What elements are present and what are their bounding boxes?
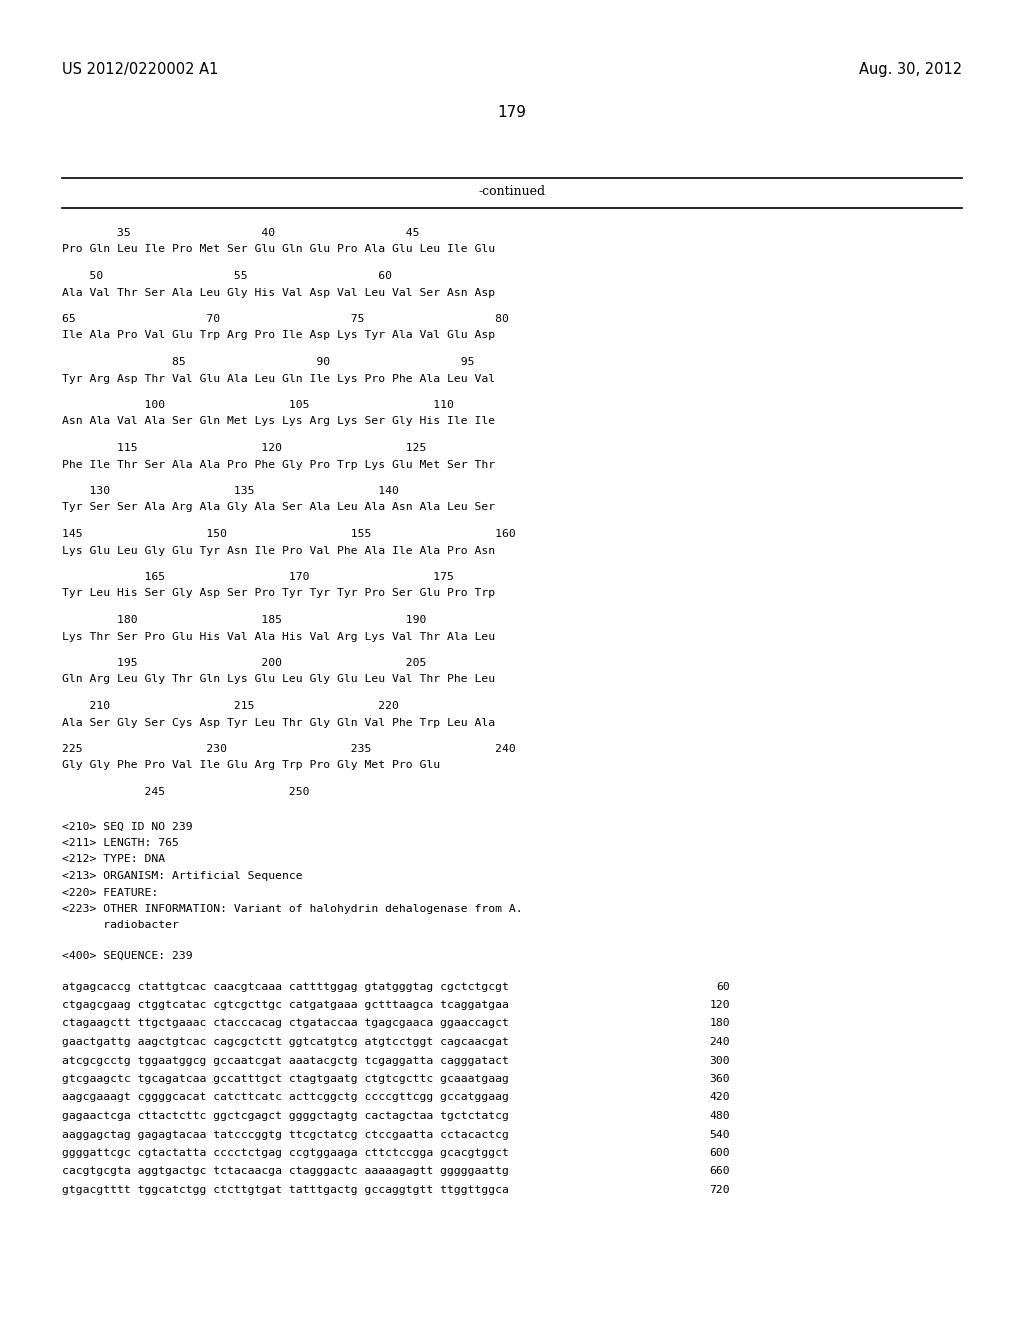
- Text: 420: 420: [710, 1093, 730, 1102]
- Text: 300: 300: [710, 1056, 730, 1065]
- Text: Ala Val Thr Ser Ala Leu Gly His Val Asp Val Leu Val Ser Asn Asp: Ala Val Thr Ser Ala Leu Gly His Val Asp …: [62, 288, 496, 297]
- Text: Pro Gln Leu Ile Pro Met Ser Glu Gln Glu Pro Ala Glu Leu Ile Glu: Pro Gln Leu Ile Pro Met Ser Glu Gln Glu …: [62, 244, 496, 255]
- Text: 120: 120: [710, 1001, 730, 1010]
- Text: 145                  150                  155                  160: 145 150 155 160: [62, 529, 516, 539]
- Text: <210> SEQ ID NO 239: <210> SEQ ID NO 239: [62, 821, 193, 832]
- Text: 35                   40                   45: 35 40 45: [62, 228, 420, 238]
- Text: <211> LENGTH: 765: <211> LENGTH: 765: [62, 838, 179, 847]
- Text: 195                  200                  205: 195 200 205: [62, 657, 426, 668]
- Text: <223> OTHER INFORMATION: Variant of halohydrin dehalogenase from A.: <223> OTHER INFORMATION: Variant of halo…: [62, 904, 522, 913]
- Text: 245                  250: 245 250: [62, 787, 309, 797]
- Text: cacgtgcgta aggtgactgc tctacaacga ctagggactc aaaaagagtt gggggaattg: cacgtgcgta aggtgactgc tctacaacga ctaggga…: [62, 1167, 509, 1176]
- Text: Tyr Leu His Ser Gly Asp Ser Pro Tyr Tyr Tyr Pro Ser Glu Pro Trp: Tyr Leu His Ser Gly Asp Ser Pro Tyr Tyr …: [62, 589, 496, 598]
- Text: 100                  105                  110: 100 105 110: [62, 400, 454, 411]
- Text: <220> FEATURE:: <220> FEATURE:: [62, 887, 159, 898]
- Text: 600: 600: [710, 1148, 730, 1158]
- Text: 210                  215                  220: 210 215 220: [62, 701, 399, 711]
- Text: 115                  120                  125: 115 120 125: [62, 444, 426, 453]
- Text: 180: 180: [710, 1019, 730, 1028]
- Text: 130                  135                  140: 130 135 140: [62, 486, 399, 496]
- Text: 85                   90                   95: 85 90 95: [62, 356, 474, 367]
- Text: Tyr Ser Ser Ala Arg Ala Gly Ala Ser Ala Leu Ala Asn Ala Leu Ser: Tyr Ser Ser Ala Arg Ala Gly Ala Ser Ala …: [62, 503, 496, 512]
- Text: ggggattcgc cgtactatta cccctctgag ccgtggaaga cttctccgga gcacgtggct: ggggattcgc cgtactatta cccctctgag ccgtgga…: [62, 1148, 509, 1158]
- Text: 360: 360: [710, 1074, 730, 1084]
- Text: atgagcaccg ctattgtcac caacgtcaaa cattttggag gtatgggtag cgctctgcgt: atgagcaccg ctattgtcac caacgtcaaa cattttg…: [62, 982, 509, 991]
- Text: radiobacter: radiobacter: [62, 920, 179, 931]
- Text: 225                  230                  235                  240: 225 230 235 240: [62, 744, 516, 754]
- Text: 240: 240: [710, 1038, 730, 1047]
- Text: <213> ORGANISM: Artificial Sequence: <213> ORGANISM: Artificial Sequence: [62, 871, 303, 880]
- Text: 179: 179: [498, 106, 526, 120]
- Text: atcgcgcctg tggaatggcg gccaatcgat aaatacgctg tcgaggatta cagggatact: atcgcgcctg tggaatggcg gccaatcgat aaatacg…: [62, 1056, 509, 1065]
- Text: 480: 480: [710, 1111, 730, 1121]
- Text: 540: 540: [710, 1130, 730, 1139]
- Text: 660: 660: [710, 1167, 730, 1176]
- Text: US 2012/0220002 A1: US 2012/0220002 A1: [62, 62, 218, 77]
- Text: 50                   55                   60: 50 55 60: [62, 271, 392, 281]
- Text: <212> TYPE: DNA: <212> TYPE: DNA: [62, 854, 165, 865]
- Text: 720: 720: [710, 1185, 730, 1195]
- Text: Lys Glu Leu Gly Glu Tyr Asn Ile Pro Val Phe Ala Ile Ala Pro Asn: Lys Glu Leu Gly Glu Tyr Asn Ile Pro Val …: [62, 545, 496, 556]
- Text: Phe Ile Thr Ser Ala Ala Pro Phe Gly Pro Trp Lys Glu Met Ser Thr: Phe Ile Thr Ser Ala Ala Pro Phe Gly Pro …: [62, 459, 496, 470]
- Text: Ile Ala Pro Val Glu Trp Arg Pro Ile Asp Lys Tyr Ala Val Glu Asp: Ile Ala Pro Val Glu Trp Arg Pro Ile Asp …: [62, 330, 496, 341]
- Text: <400> SEQUENCE: 239: <400> SEQUENCE: 239: [62, 950, 193, 961]
- Text: 65                   70                   75                   80: 65 70 75 80: [62, 314, 509, 323]
- Text: gagaactcga cttactcttc ggctcgagct ggggctagtg cactagctaa tgctctatcg: gagaactcga cttactcttc ggctcgagct ggggcta…: [62, 1111, 509, 1121]
- Text: 165                  170                  175: 165 170 175: [62, 572, 454, 582]
- Text: Gly Gly Phe Pro Val Ile Glu Arg Trp Pro Gly Met Pro Glu: Gly Gly Phe Pro Val Ile Glu Arg Trp Pro …: [62, 760, 440, 771]
- Text: aagcgaaagt cggggcacat catcttcatc acttcggctg ccccgttcgg gccatggaag: aagcgaaagt cggggcacat catcttcatc acttcgg…: [62, 1093, 509, 1102]
- Text: 60: 60: [716, 982, 730, 991]
- Text: 180                  185                  190: 180 185 190: [62, 615, 426, 624]
- Text: Aug. 30, 2012: Aug. 30, 2012: [859, 62, 962, 77]
- Text: Gln Arg Leu Gly Thr Gln Lys Glu Leu Gly Glu Leu Val Thr Phe Leu: Gln Arg Leu Gly Thr Gln Lys Glu Leu Gly …: [62, 675, 496, 685]
- Text: gtcgaagctc tgcagatcaa gccatttgct ctagtgaatg ctgtcgcttc gcaaatgaag: gtcgaagctc tgcagatcaa gccatttgct ctagtga…: [62, 1074, 509, 1084]
- Text: gaactgattg aagctgtcac cagcgctctt ggtcatgtcg atgtcctggt cagcaacgat: gaactgattg aagctgtcac cagcgctctt ggtcatg…: [62, 1038, 509, 1047]
- Text: Lys Thr Ser Pro Glu His Val Ala His Val Arg Lys Val Thr Ala Leu: Lys Thr Ser Pro Glu His Val Ala His Val …: [62, 631, 496, 642]
- Text: ctagaagctt ttgctgaaac ctacccacag ctgataccaa tgagcgaaca ggaaccagct: ctagaagctt ttgctgaaac ctacccacag ctgatac…: [62, 1019, 509, 1028]
- Text: Ala Ser Gly Ser Cys Asp Tyr Leu Thr Gly Gln Val Phe Trp Leu Ala: Ala Ser Gly Ser Cys Asp Tyr Leu Thr Gly …: [62, 718, 496, 727]
- Text: ctgagcgaag ctggtcatac cgtcgcttgc catgatgaaa gctttaagca tcaggatgaa: ctgagcgaag ctggtcatac cgtcgcttgc catgatg…: [62, 1001, 509, 1010]
- Text: Tyr Arg Asp Thr Val Glu Ala Leu Gln Ile Lys Pro Phe Ala Leu Val: Tyr Arg Asp Thr Val Glu Ala Leu Gln Ile …: [62, 374, 496, 384]
- Text: aaggagctag gagagtacaa tatcccggtg ttcgctatcg ctccgaatta cctacactcg: aaggagctag gagagtacaa tatcccggtg ttcgcta…: [62, 1130, 509, 1139]
- Text: -continued: -continued: [478, 185, 546, 198]
- Text: gtgacgtttt tggcatctgg ctcttgtgat tatttgactg gccaggtgtt ttggttggca: gtgacgtttt tggcatctgg ctcttgtgat tatttga…: [62, 1185, 509, 1195]
- Text: Asn Ala Val Ala Ser Gln Met Lys Lys Arg Lys Ser Gly His Ile Ile: Asn Ala Val Ala Ser Gln Met Lys Lys Arg …: [62, 417, 496, 426]
